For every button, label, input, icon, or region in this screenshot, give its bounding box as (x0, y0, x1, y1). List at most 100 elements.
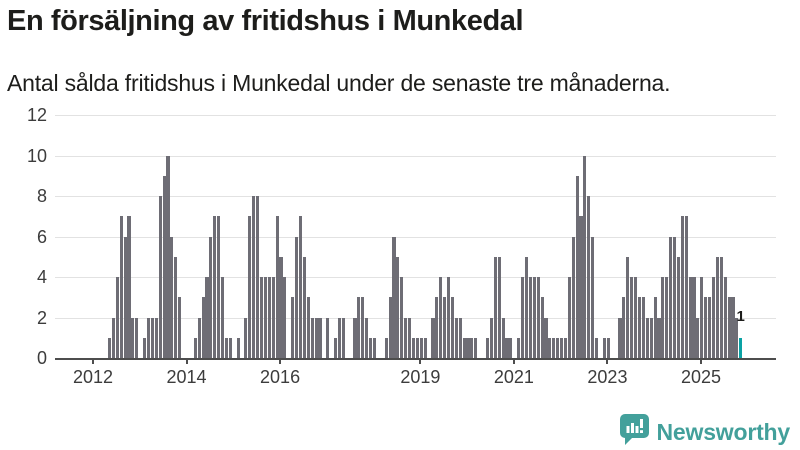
bar (419, 337, 423, 358)
bar (528, 277, 532, 358)
x-axis-label-2014: 2014 (166, 367, 207, 387)
bar (314, 317, 318, 358)
bar (361, 297, 365, 358)
bar (201, 297, 205, 358)
bar (267, 277, 271, 358)
bar (719, 256, 723, 358)
bar (166, 155, 170, 358)
bar (704, 297, 708, 358)
bar (505, 337, 509, 358)
page-title: En försäljning av fritidshus i Munkedal (7, 5, 524, 37)
bar (688, 277, 692, 358)
bar (178, 297, 182, 358)
bar (556, 337, 560, 358)
bar (653, 297, 657, 358)
bar (326, 317, 330, 358)
bar (536, 277, 540, 358)
bar (357, 297, 361, 358)
bar (131, 317, 135, 358)
y-axis-label-10: 10 (26, 145, 47, 166)
bar (489, 317, 493, 358)
bar (708, 297, 712, 358)
bar (731, 297, 735, 358)
bar (727, 297, 731, 358)
bar (454, 317, 458, 358)
bar (341, 317, 345, 358)
bar (485, 337, 490, 358)
bar (213, 216, 217, 358)
x-axis-label-2021: 2021 (493, 367, 534, 387)
bar (263, 277, 267, 358)
bar (595, 337, 599, 358)
bar (302, 256, 306, 358)
x-axis-tick-2012 (91, 358, 94, 364)
bar (470, 337, 474, 358)
x-axis-label-2016: 2016 (260, 367, 301, 387)
bar (174, 256, 178, 358)
highlighted-latest-bar (739, 337, 743, 358)
x-axis-tick-2023 (606, 358, 609, 364)
bar (509, 337, 513, 358)
x-axis-baseline (55, 358, 776, 360)
bar (544, 317, 548, 358)
bar (209, 236, 213, 358)
gridline-y-6 (55, 236, 776, 238)
bar (119, 216, 123, 358)
bar (649, 317, 653, 358)
bar (466, 337, 470, 358)
x-axis-tick-2016 (279, 358, 282, 364)
bar (150, 317, 154, 358)
bar (587, 196, 591, 358)
bar (217, 216, 221, 358)
x-axis-label-2012: 2012 (72, 367, 113, 387)
bar (205, 277, 209, 358)
bar (517, 337, 521, 358)
bar (696, 317, 700, 358)
gridline-y-12 (55, 115, 776, 116)
bar (372, 337, 377, 358)
bar (446, 277, 451, 358)
newsworthy-brand-text: Newsworthy (656, 418, 791, 445)
bar (236, 337, 240, 358)
newsworthy-logo: Newsworthy (619, 414, 791, 450)
bar (396, 256, 400, 358)
bar (583, 155, 587, 358)
bar (497, 256, 501, 358)
chart-subtitle: Antal sålda fritidshus i Munkedal under … (7, 70, 671, 96)
bar (431, 317, 435, 358)
bar (248, 216, 252, 358)
bar (661, 277, 665, 358)
bar (306, 297, 310, 358)
x-axis-tick-2014 (185, 358, 188, 364)
bar (310, 317, 314, 358)
bar (637, 297, 642, 358)
bar (567, 277, 571, 358)
bar (135, 317, 139, 358)
bar (271, 277, 275, 358)
bar (692, 277, 696, 358)
gridline-y-10 (55, 155, 776, 157)
bar (450, 297, 454, 358)
bar (548, 337, 552, 358)
x-axis-label-2025: 2025 (680, 367, 721, 387)
bar (244, 317, 248, 358)
bar (400, 277, 404, 358)
latest-value-label: 1 (736, 307, 745, 325)
bar (474, 337, 478, 358)
bar (353, 317, 357, 358)
y-axis-label-2: 2 (36, 307, 47, 328)
bar (275, 216, 279, 358)
bar (618, 317, 622, 358)
bar (711, 277, 716, 358)
bar (197, 317, 201, 358)
y-axis-label-4: 4 (36, 267, 47, 287)
bar (228, 337, 232, 358)
bar (392, 236, 396, 358)
x-axis-tick-2021 (512, 358, 515, 364)
bar (365, 317, 369, 358)
bar (715, 256, 719, 358)
bar (298, 216, 303, 358)
bar (622, 297, 626, 358)
gridline-y-8 (55, 196, 776, 197)
bar (680, 216, 684, 358)
